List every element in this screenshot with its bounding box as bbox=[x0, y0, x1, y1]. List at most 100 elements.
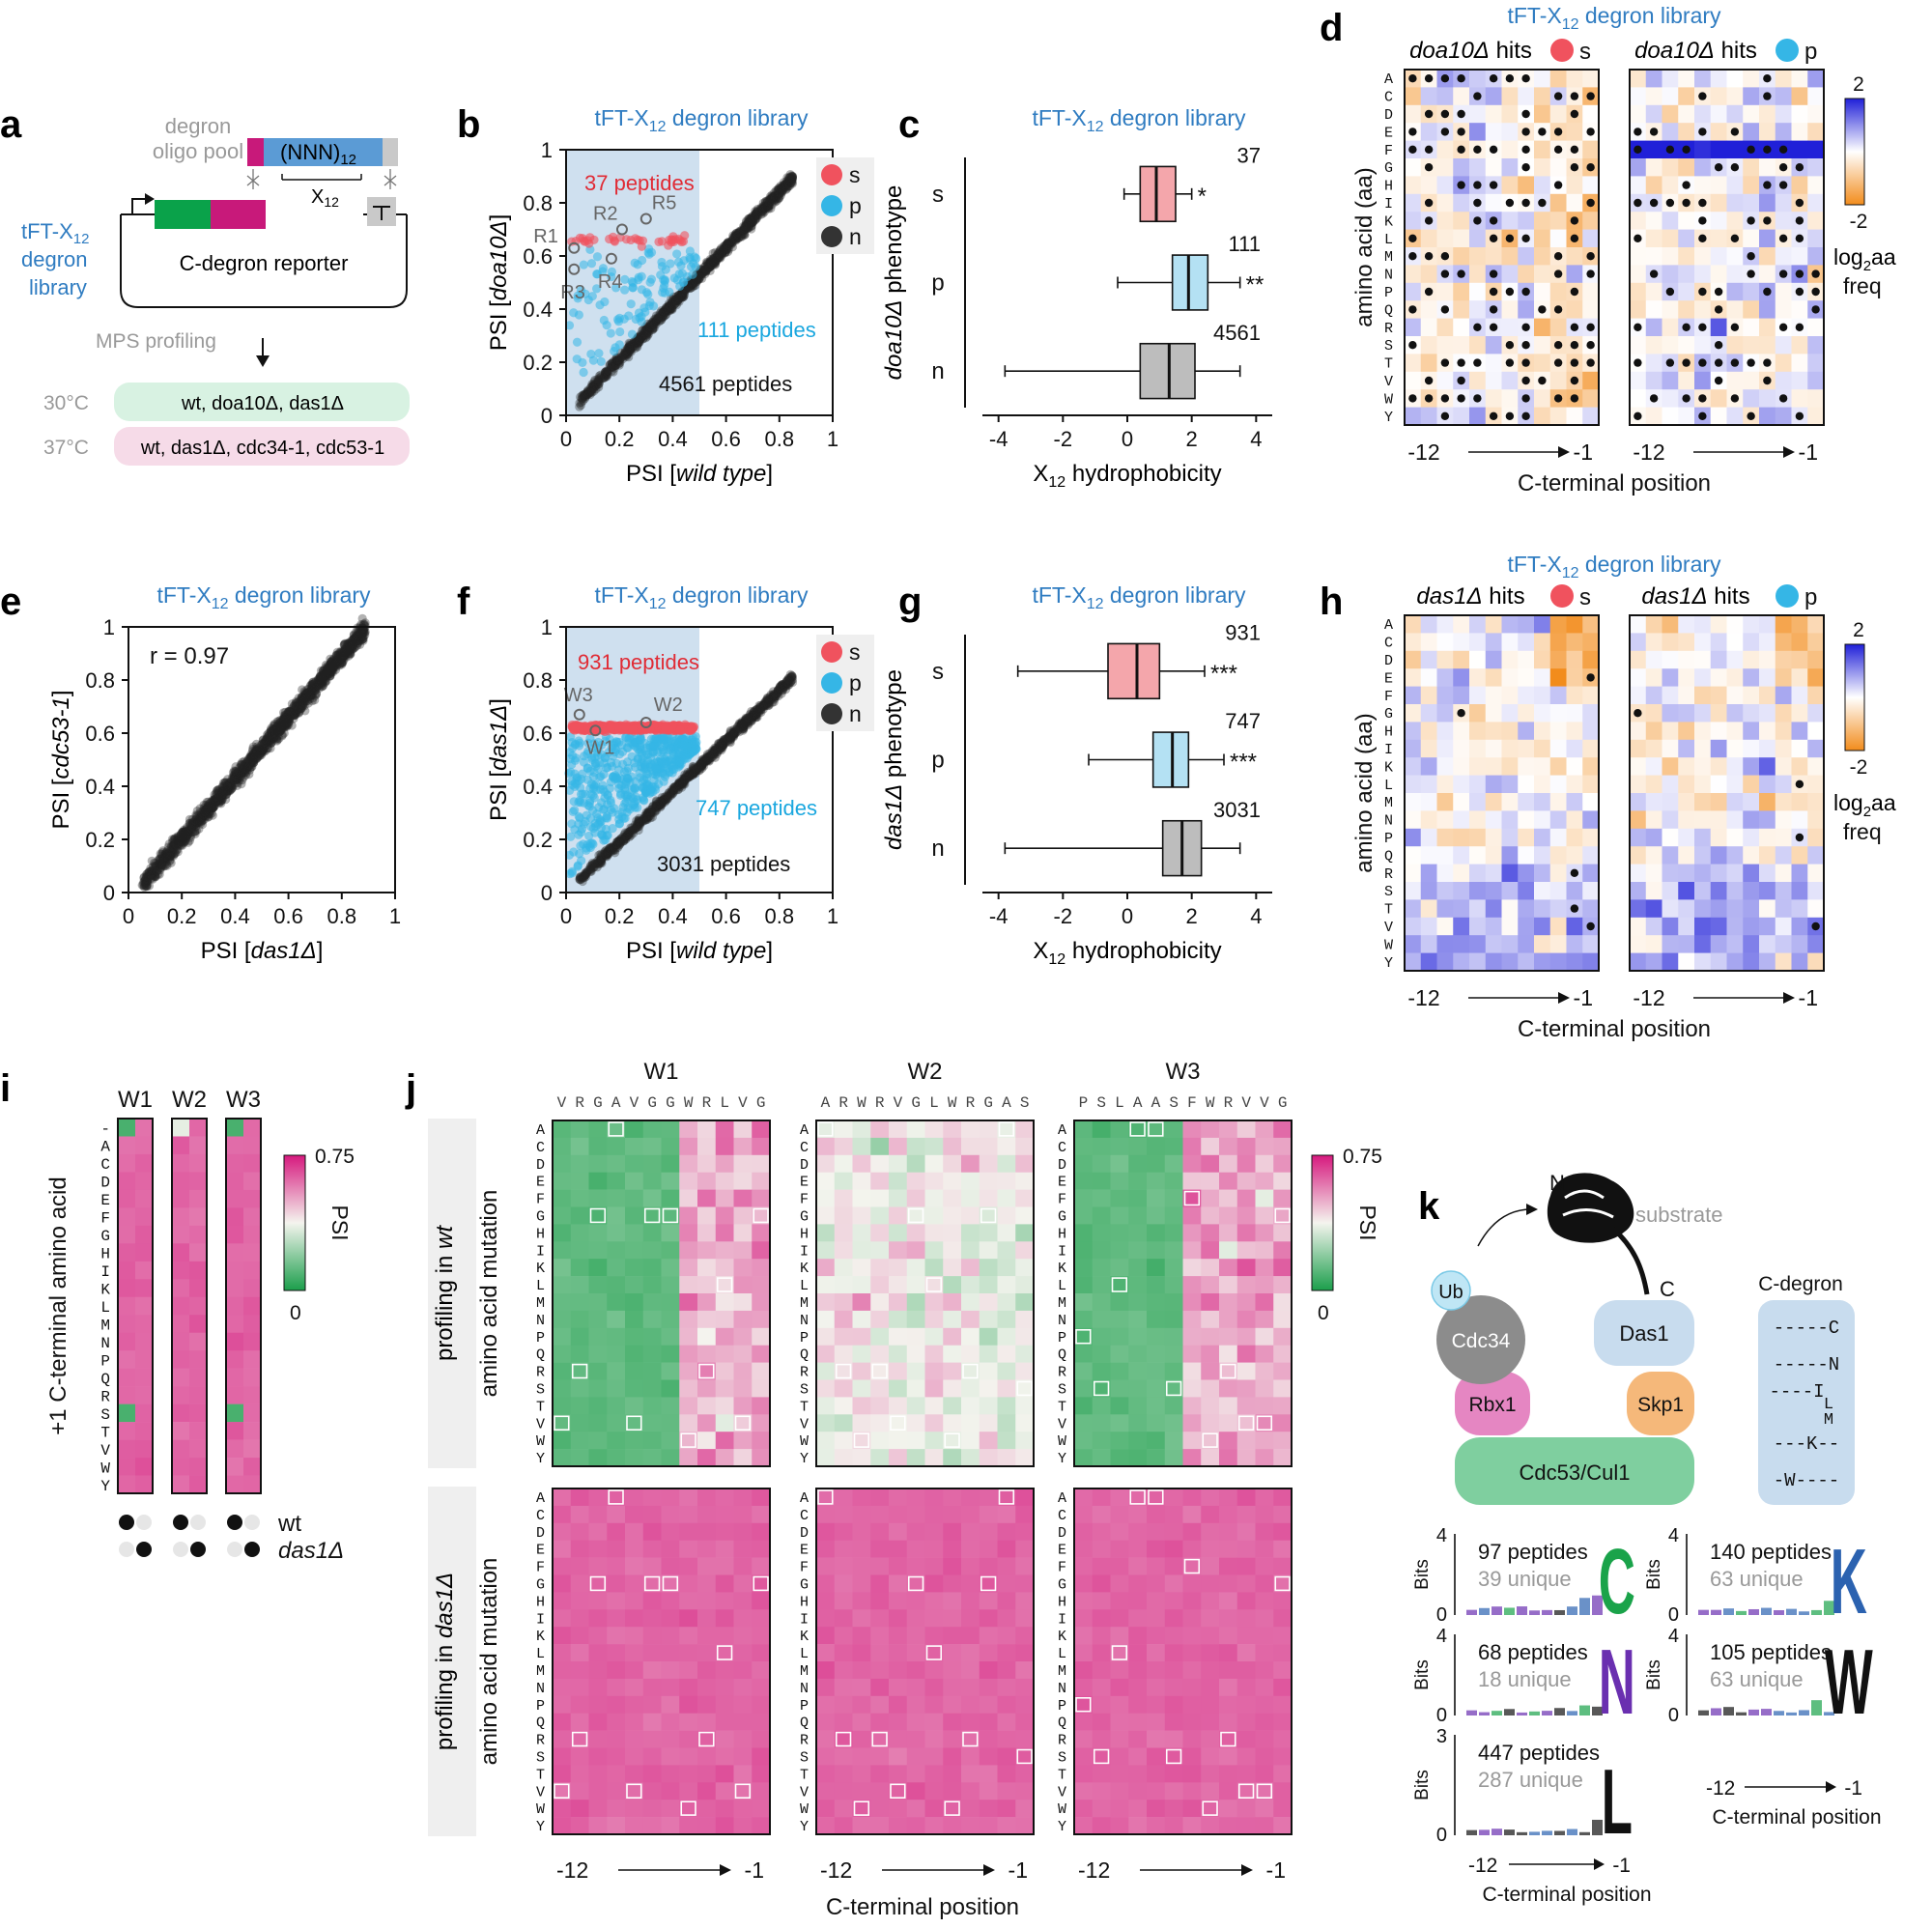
scatter-point-n bbox=[769, 192, 779, 203]
significance-dot bbox=[1795, 163, 1804, 172]
significance-dot bbox=[1570, 145, 1579, 154]
heatmap-cell bbox=[1743, 318, 1760, 337]
scatter-point-n bbox=[651, 796, 662, 806]
significance-dot bbox=[1424, 163, 1434, 172]
scatter-point-n bbox=[642, 326, 652, 336]
row-label: F bbox=[1384, 143, 1393, 159]
scatter-point-s bbox=[582, 236, 592, 245]
heatmap-cell bbox=[1710, 87, 1727, 106]
significance-dot bbox=[1553, 394, 1563, 403]
significance-dot bbox=[1473, 358, 1482, 367]
row-label: S bbox=[1384, 338, 1393, 354]
group-count: 37 bbox=[1237, 143, 1261, 167]
scatter-point-n bbox=[632, 338, 641, 348]
heatmap-cell bbox=[1743, 158, 1760, 177]
x-tick-label: -4 bbox=[989, 427, 1009, 451]
heatmap-cell bbox=[1726, 300, 1744, 319]
significance-dot bbox=[1473, 216, 1482, 225]
heatmap-cell bbox=[1726, 212, 1744, 230]
heatmap-cell bbox=[1743, 104, 1760, 124]
significance-dot bbox=[1634, 234, 1642, 242]
heatmap-cell bbox=[1726, 104, 1744, 124]
heatmap-cell bbox=[1759, 123, 1776, 141]
significance-dot bbox=[1649, 269, 1659, 278]
significance-dot bbox=[1730, 323, 1740, 331]
scatter-point-p bbox=[648, 787, 658, 797]
scatter-point-n bbox=[187, 821, 197, 832]
heatmap-cell bbox=[1582, 371, 1600, 390]
scatter-point-p bbox=[603, 800, 612, 809]
significance-dot bbox=[1778, 145, 1788, 154]
heatmap-cell bbox=[1743, 87, 1760, 106]
scatter-point-n bbox=[600, 367, 610, 378]
significance-dot bbox=[1424, 74, 1434, 83]
x-left-label: -12 bbox=[1407, 439, 1439, 465]
heatmap-cell bbox=[1630, 336, 1647, 354]
scatter-point-s bbox=[610, 237, 620, 246]
y-tick-label: 0.6 bbox=[523, 244, 553, 269]
significance-dot bbox=[1586, 269, 1595, 278]
scatter-point-p bbox=[648, 749, 658, 758]
heatmap-cell bbox=[1678, 70, 1695, 88]
peptide-count: 4561 peptides bbox=[659, 372, 792, 396]
heatmap-cell bbox=[1645, 300, 1662, 319]
scatter-point-p bbox=[592, 252, 603, 262]
scatter-point-n bbox=[141, 877, 151, 888]
significance-dot bbox=[1682, 394, 1690, 403]
x-tick-label: 0 bbox=[560, 427, 572, 451]
reporter-label: C-degron reporter bbox=[180, 251, 349, 275]
scatter-point-n bbox=[677, 293, 687, 302]
scatter-point-n bbox=[582, 390, 592, 400]
scatter-point-n bbox=[747, 218, 756, 229]
heatmap-cell bbox=[1694, 265, 1712, 284]
heatmap-cell bbox=[1485, 389, 1502, 408]
significance-dot bbox=[1698, 234, 1707, 242]
significance-dot bbox=[1489, 234, 1498, 242]
heatmap-cell bbox=[1405, 354, 1422, 373]
scatter-point-n bbox=[625, 340, 635, 350]
scatter-point-n bbox=[713, 748, 723, 757]
heatmap-cell bbox=[1453, 247, 1470, 266]
scatter-point-n bbox=[646, 320, 656, 329]
heatmap-cell bbox=[1645, 176, 1662, 195]
significance-dot bbox=[1489, 323, 1498, 331]
scatter-point-n bbox=[724, 238, 734, 248]
significance-dot bbox=[1586, 341, 1595, 350]
panel-letter-j: j bbox=[405, 1067, 416, 1110]
scatter-point-p bbox=[691, 253, 701, 264]
scatter-point-p bbox=[621, 777, 631, 786]
heatmap-cell bbox=[1807, 140, 1825, 159]
row-label: M bbox=[1384, 249, 1393, 266]
scatter-point-n bbox=[600, 370, 610, 380]
scatter-point-n bbox=[299, 701, 309, 711]
heatmap-cell bbox=[1807, 371, 1825, 390]
significance-dot bbox=[1505, 358, 1515, 367]
scatter-point-n bbox=[665, 300, 674, 311]
heatmap-title-key: p bbox=[1804, 39, 1817, 65]
scatter-point-s bbox=[675, 236, 685, 245]
scatter-point-n bbox=[689, 277, 699, 287]
scatter-point-n bbox=[696, 268, 706, 277]
heatmap-cell bbox=[1710, 193, 1727, 213]
heatmap-cell bbox=[1645, 104, 1662, 124]
y-tick-label: 0.4 bbox=[85, 775, 115, 799]
row-label: T bbox=[1384, 356, 1393, 373]
heatmap-cell bbox=[1662, 247, 1679, 266]
scatter-point-n bbox=[758, 205, 769, 214]
scatter-point-n bbox=[651, 316, 662, 326]
scatter-point-n bbox=[602, 366, 611, 376]
heatmap-cell bbox=[1534, 229, 1551, 248]
significance-dot bbox=[1698, 394, 1707, 403]
heatmap-cell bbox=[1710, 70, 1727, 88]
heatmap-cell bbox=[1678, 300, 1695, 319]
heatmap-cell bbox=[1807, 212, 1825, 230]
scatter-point-n bbox=[659, 311, 668, 321]
heatmap-cell bbox=[1807, 318, 1825, 337]
heatmap-cell bbox=[1807, 354, 1825, 373]
significance-dot bbox=[1489, 411, 1498, 420]
heatmap-library-title: tFT-X12 degron library bbox=[1507, 3, 1721, 33]
significance-dot bbox=[1586, 128, 1595, 136]
significance-dot bbox=[1505, 287, 1515, 297]
heatmap-cell bbox=[1645, 158, 1662, 177]
scatter-point-p bbox=[638, 783, 647, 793]
